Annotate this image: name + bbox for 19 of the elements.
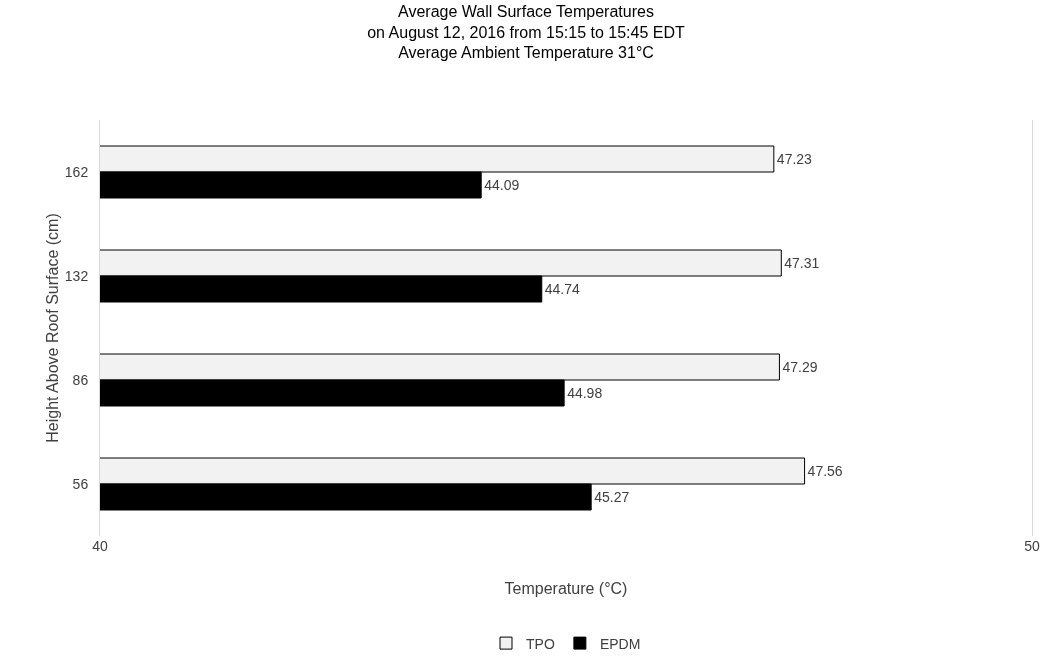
data-label: 44.98 bbox=[567, 385, 603, 401]
data-label: 47.56 bbox=[807, 463, 843, 479]
data-label: 47.29 bbox=[782, 359, 818, 375]
chart-title: Average Wall Surface Temperatures on August 12, 2016 from 15:15 to 15:45 EDT Average Ambient Temperature 31°C bbox=[367, 2, 685, 62]
data-label: 44.74 bbox=[544, 281, 581, 297]
y-tick-label: 56 bbox=[72, 475, 89, 492]
data-label: 47.23 bbox=[776, 151, 813, 167]
legend-label: TPO bbox=[526, 635, 555, 652]
y-tick-label: 132 bbox=[64, 267, 89, 284]
data-label: 47.31 bbox=[784, 255, 820, 271]
data-label: 44.09 bbox=[484, 177, 520, 193]
y-tick-label: 162 bbox=[64, 163, 89, 180]
x-tick-label: 40 bbox=[92, 538, 108, 554]
y-axis-title: Height Above Roof Surface (cm) bbox=[44, 213, 61, 443]
data-label: 45.27 bbox=[594, 489, 630, 505]
x-axis-title: Temperature (°C) bbox=[504, 580, 628, 597]
legend-label: EPDM bbox=[599, 635, 641, 652]
y-tick-label: 86 bbox=[72, 371, 89, 388]
x-tick-label: 50 bbox=[1024, 538, 1040, 554]
